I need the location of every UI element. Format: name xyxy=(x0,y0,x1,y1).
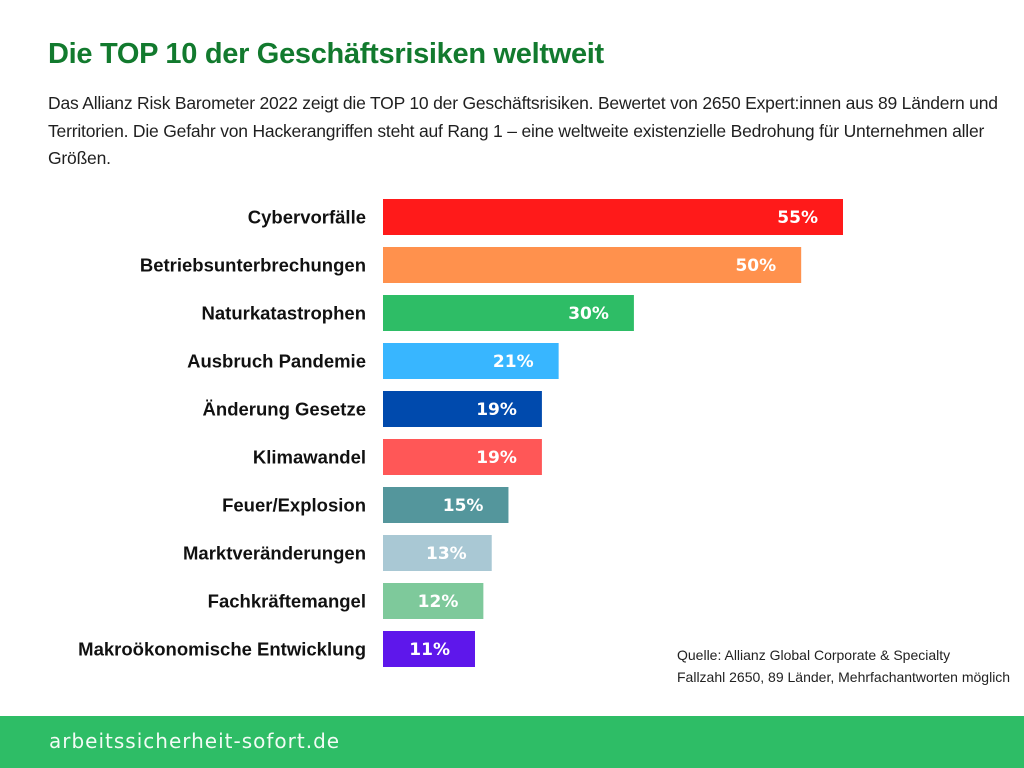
value-label: 11% xyxy=(409,640,450,660)
bar-group: Marktveränderungen 13% xyxy=(183,535,492,571)
bar-group: Betriebsunterbrechungen 50% xyxy=(140,247,802,283)
footer-bar: arbeitssicherheit-sofort.de xyxy=(0,716,1024,768)
category-label: Makroökonomische Entwicklung xyxy=(78,639,366,660)
bar-group: Fachkräftemangel 12% xyxy=(208,583,484,619)
bar xyxy=(383,535,492,571)
source-note: Quelle: Allianz Global Corporate & Speci… xyxy=(677,644,1012,688)
bar-group: Makroökonomische Entwicklung 11% xyxy=(78,631,475,667)
bar xyxy=(383,487,509,523)
category-label: Betriebsunterbrechungen xyxy=(140,255,366,276)
bar-group: Änderung Gesetze 19% xyxy=(203,391,542,427)
bar xyxy=(383,199,843,235)
footer-website: arbeitssicherheit-sofort.de xyxy=(49,729,341,753)
value-label: 15% xyxy=(443,496,484,516)
bar xyxy=(383,295,634,331)
bar xyxy=(383,391,542,427)
bar-group: Naturkatastrophen 30% xyxy=(202,295,634,331)
category-label: Feuer/Explosion xyxy=(222,495,366,516)
page-title: Die TOP 10 der Geschäftsrisiken weltweit xyxy=(48,38,604,70)
category-label: Fachkräftemangel xyxy=(208,591,366,612)
category-label: Klimawandel xyxy=(253,447,366,468)
bar xyxy=(383,583,484,619)
category-label: Ausbruch Pandemie xyxy=(187,351,366,372)
value-label: 19% xyxy=(476,448,517,468)
value-label: 21% xyxy=(493,352,534,372)
source-line-1: Quelle: Allianz Global Corporate & Speci… xyxy=(677,647,951,663)
bar-group: Ausbruch Pandemie 21% xyxy=(187,343,559,379)
category-label: Marktveränderungen xyxy=(183,543,366,564)
page-subtitle: Das Allianz Risk Barometer 2022 zeigt di… xyxy=(48,93,998,168)
category-label: Änderung Gesetze xyxy=(203,399,366,420)
value-label: 19% xyxy=(476,400,517,420)
value-label: 30% xyxy=(568,304,609,324)
value-label: 50% xyxy=(735,256,776,276)
value-label: 12% xyxy=(418,592,459,612)
bar xyxy=(383,439,542,475)
bar-group: Cybervorfälle 55% xyxy=(248,199,843,235)
source-line-2: Fallzahl 2650, 89 Länder, Mehrfachantwor… xyxy=(677,669,1011,685)
bar xyxy=(383,247,802,283)
bar-group: Klimawandel 19% xyxy=(253,439,542,475)
bar-chart: Cybervorfälle 55% Betriebsunterbrechungen 5… xyxy=(78,199,843,667)
category-label: Cybervorfälle xyxy=(248,207,366,228)
category-label: Naturkatastrophen xyxy=(202,303,366,324)
value-label: 55% xyxy=(777,208,818,228)
bar-group: Feuer/Explosion 15% xyxy=(222,487,509,523)
value-label: 13% xyxy=(426,544,467,564)
bar xyxy=(383,343,559,379)
bar xyxy=(383,631,475,667)
